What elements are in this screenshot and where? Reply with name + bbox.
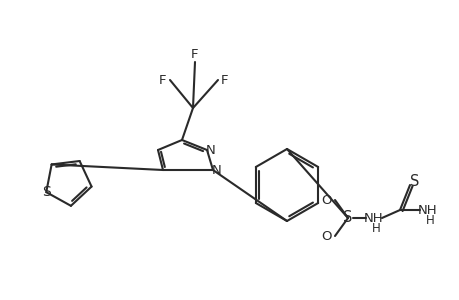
Text: S: S xyxy=(409,173,419,188)
Text: F: F xyxy=(191,47,198,61)
Text: F: F xyxy=(221,74,228,86)
Text: N: N xyxy=(212,164,221,176)
Text: NH: NH xyxy=(417,203,437,217)
Text: S: S xyxy=(42,185,50,199)
Text: N: N xyxy=(206,143,215,157)
Text: F: F xyxy=(159,74,166,86)
Text: H: H xyxy=(425,214,433,226)
Text: O: O xyxy=(321,230,331,242)
Text: S: S xyxy=(342,211,352,226)
Text: NH: NH xyxy=(364,212,383,224)
Text: H: H xyxy=(371,221,380,235)
Text: O: O xyxy=(321,194,331,206)
